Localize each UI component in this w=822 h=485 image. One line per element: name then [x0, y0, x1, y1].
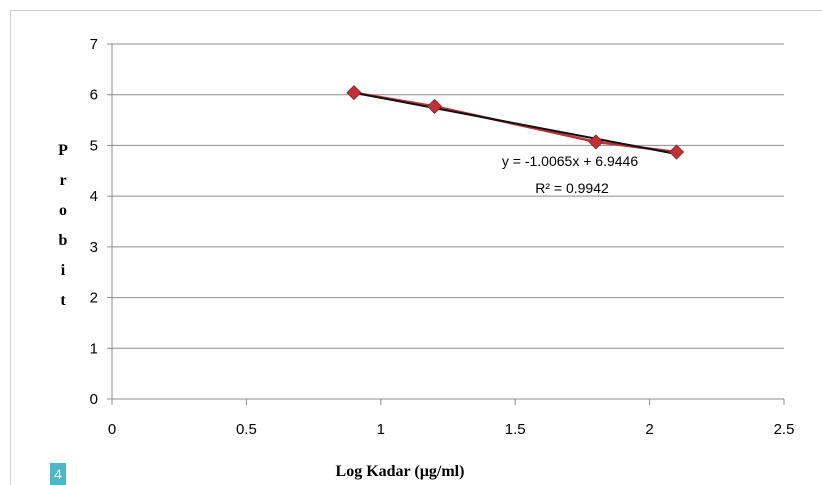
- y-axis-label-letter-4: i: [61, 262, 66, 279]
- label-layer: y = -1.0065x + 6.9446 R² = 0.9942 Log Ka…: [58, 142, 638, 480]
- y-tick-label-4: 4: [90, 188, 98, 205]
- x-tick-label-5: 2.5: [774, 421, 795, 438]
- y-tick-label-7: 7: [90, 36, 98, 53]
- trend-layer: [353, 91, 677, 155]
- grid-layer: [112, 43, 784, 400]
- x-axis-label: Log Kadar (µg/ml): [336, 463, 465, 480]
- axis-layer: 0 1 2 3 4 5 6 7 0 0.5 1 1.5 2 2.5: [90, 36, 795, 438]
- r-squared-label: R² = 0.9942: [535, 180, 609, 196]
- y-tick-label-1: 1: [90, 340, 98, 357]
- y-tick-label-6: 6: [90, 87, 98, 104]
- y-axis-label-letter-0: P: [58, 142, 68, 159]
- y-tick-label-2: 2: [90, 290, 98, 307]
- y-axis-label-letter-2: o: [59, 202, 67, 219]
- data-point-0: [346, 85, 362, 101]
- y-tick-label-3: 3: [90, 239, 98, 256]
- x-tick-label-4: 2: [645, 421, 653, 438]
- figure-number-badge: 4: [50, 463, 66, 485]
- marker-layer: [346, 85, 685, 160]
- linear-trendline: [353, 91, 677, 155]
- y-axis-label-letter-5: t: [60, 292, 66, 309]
- frame-border-left: [10, 10, 11, 485]
- trendline-equation: y = -1.0065x + 6.9446: [502, 153, 638, 169]
- x-tick-label-1: 0.5: [236, 421, 257, 438]
- x-tick-label-3: 1.5: [505, 421, 526, 438]
- y-axis-label-letter-3: b: [59, 232, 68, 249]
- data-point-3: [668, 144, 685, 160]
- y-tick-label-5: 5: [90, 137, 98, 154]
- y-tick-label-0: 0: [90, 391, 98, 408]
- data-point-2: [588, 134, 604, 150]
- data-point-1: [426, 98, 443, 114]
- x-tick-label-0: 0: [108, 421, 116, 438]
- x-tick-label-2: 1: [377, 421, 385, 438]
- y-axis-label-letter-1: r: [59, 172, 66, 189]
- frame-border-top: [10, 10, 822, 11]
